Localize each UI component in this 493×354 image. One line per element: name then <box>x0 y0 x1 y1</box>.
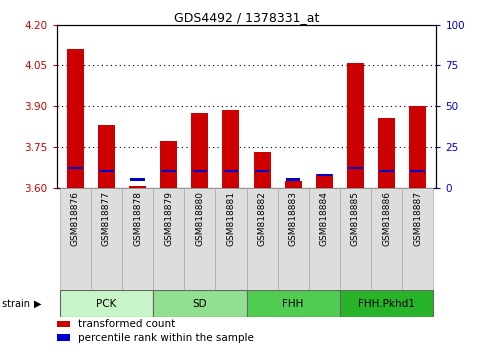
Bar <box>347 63 364 188</box>
Bar <box>317 173 332 176</box>
Text: GSM818878: GSM818878 <box>133 191 142 246</box>
Bar <box>153 188 184 290</box>
Bar <box>410 170 425 172</box>
Bar <box>99 170 114 172</box>
Bar <box>253 152 271 188</box>
Bar <box>340 290 433 317</box>
Bar <box>91 188 122 290</box>
Bar <box>278 188 309 290</box>
Bar <box>57 334 70 341</box>
Text: GSM818880: GSM818880 <box>195 191 204 246</box>
Bar <box>409 106 426 188</box>
Text: GSM818886: GSM818886 <box>382 191 391 246</box>
Bar <box>129 186 146 188</box>
Text: GSM818887: GSM818887 <box>413 191 422 246</box>
Text: GSM818876: GSM818876 <box>71 191 80 246</box>
Bar <box>57 321 70 327</box>
Text: GSM818884: GSM818884 <box>320 191 329 246</box>
Bar <box>67 49 84 188</box>
Bar <box>286 178 300 181</box>
Bar <box>130 178 145 181</box>
Text: GSM818885: GSM818885 <box>351 191 360 246</box>
Bar <box>215 188 246 290</box>
Text: strain: strain <box>2 298 34 309</box>
Bar <box>184 188 215 290</box>
Bar <box>246 290 340 317</box>
Bar <box>222 110 240 188</box>
Bar <box>122 188 153 290</box>
Bar <box>284 181 302 188</box>
Bar <box>309 188 340 290</box>
Text: GSM818881: GSM818881 <box>226 191 236 246</box>
Text: transformed count: transformed count <box>77 319 175 329</box>
Bar <box>60 188 91 290</box>
Bar <box>68 167 83 169</box>
Bar <box>378 118 395 188</box>
Bar <box>60 290 153 317</box>
Bar <box>340 188 371 290</box>
Text: ▶: ▶ <box>34 298 41 309</box>
Bar <box>246 188 278 290</box>
Bar <box>161 170 176 172</box>
Title: GDS4492 / 1378331_at: GDS4492 / 1378331_at <box>174 11 319 24</box>
Bar <box>193 170 207 172</box>
Text: GSM818877: GSM818877 <box>102 191 111 246</box>
Text: GSM818879: GSM818879 <box>164 191 173 246</box>
Text: GSM818882: GSM818882 <box>257 191 267 246</box>
Bar <box>255 170 269 172</box>
Text: PCK: PCK <box>96 298 117 309</box>
Bar <box>371 188 402 290</box>
Bar <box>402 188 433 290</box>
Text: SD: SD <box>192 298 207 309</box>
Bar <box>224 170 238 172</box>
Bar <box>153 290 246 317</box>
Bar <box>191 113 209 188</box>
Text: percentile rank within the sample: percentile rank within the sample <box>77 332 253 343</box>
Bar <box>316 174 333 188</box>
Text: FHH.Pkhd1: FHH.Pkhd1 <box>358 298 415 309</box>
Bar <box>98 125 115 188</box>
Text: GSM818883: GSM818883 <box>289 191 298 246</box>
Bar <box>160 142 177 188</box>
Text: FHH: FHH <box>282 298 304 309</box>
Bar <box>379 170 394 172</box>
Bar <box>348 167 363 169</box>
